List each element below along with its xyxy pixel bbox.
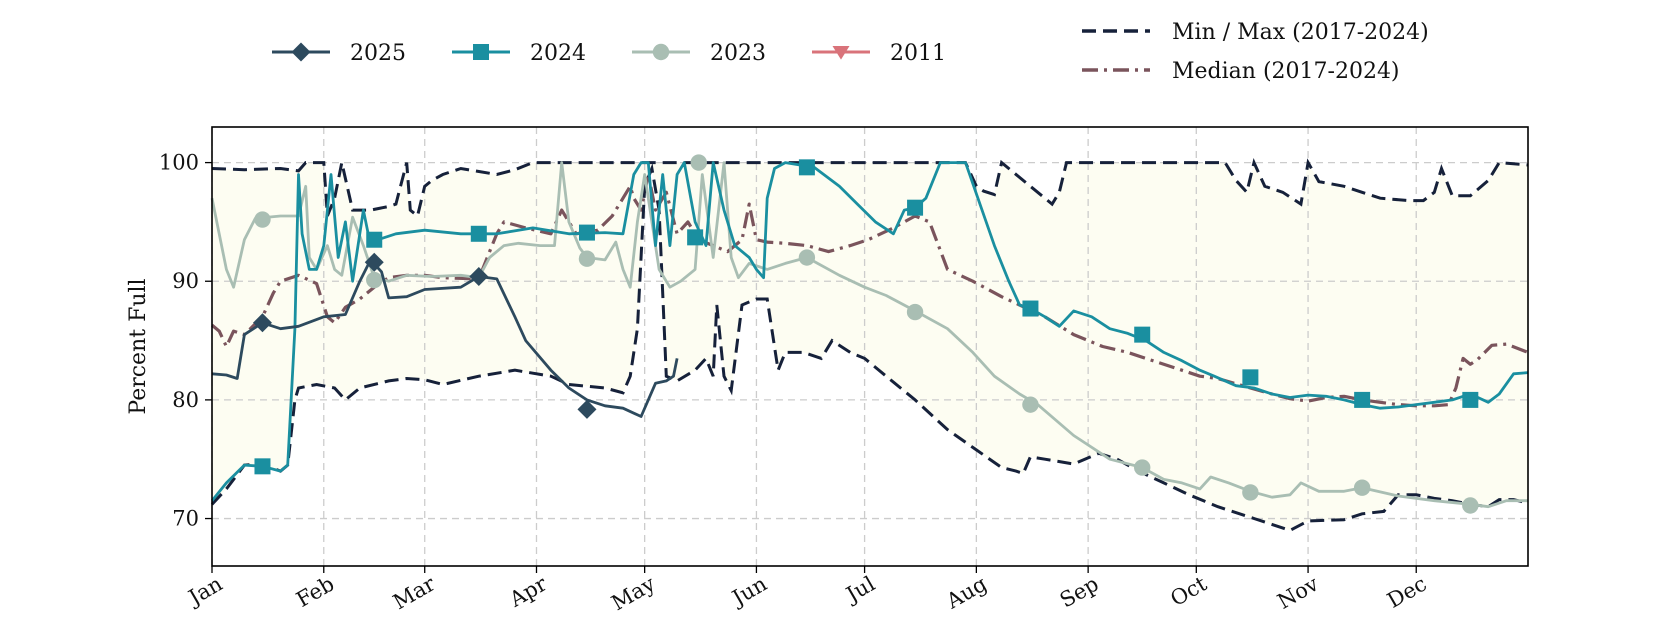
legend-label-2025: 2025 (350, 41, 406, 66)
data-point-2024-2 (470, 225, 487, 242)
plot-frame (211, 126, 1529, 567)
legend-label-2024: 2024 (530, 41, 586, 66)
y-tick-label-90: 90 (172, 269, 199, 293)
data-point-2024-11 (1462, 391, 1479, 408)
y-axis-title: Percent Full (126, 278, 151, 414)
legend-item-2024: 2024 (452, 41, 586, 66)
max-line (211, 158, 1529, 219)
legend-label-2011: 2011 (890, 41, 946, 66)
data-point-2023-5 (906, 303, 924, 321)
data-point-2024-0 (254, 458, 271, 475)
legend-label-2023: 2023 (710, 41, 766, 66)
series-line-2025 (211, 258, 679, 418)
legend-swatch-marker (291, 42, 311, 62)
legend-item-min-max-2017-2024: Min / Max (2017-2024) (1082, 20, 1429, 45)
data-point-2024-1 (366, 231, 383, 248)
legend-item-2011: 2011 (812, 41, 946, 66)
series-2023 (210, 154, 1528, 514)
legend-item-median-2017-2024: Median (2017-2024) (1082, 59, 1400, 84)
series-line-median-2017-2024 (210, 172, 1529, 408)
legend-label-min-max-2017-2024: Min / Max (2017-2024) (1172, 20, 1429, 45)
data-point-2024-7 (1022, 300, 1039, 317)
data-point-2023-0 (254, 211, 271, 228)
legend-swatch-marker (832, 46, 850, 60)
series-line-2023 (210, 161, 1528, 509)
legend-item-2025: 2025 (272, 41, 406, 66)
min-max-band-fill (212, 162, 1528, 531)
data-point-2024-3 (578, 224, 595, 241)
min-line (210, 163, 1529, 533)
data-point-2024-8 (1134, 326, 1151, 343)
data-point-2025-0 (252, 313, 272, 333)
y-tick-label-70: 70 (172, 507, 199, 531)
series-2024 (210, 159, 1529, 502)
data-point-2024-4 (687, 229, 704, 246)
data-point-2023-9 (1353, 479, 1371, 496)
data-point-2023-4 (798, 249, 816, 266)
y-tick-label-100: 100 (159, 151, 199, 175)
y-tick-label-80: 80 (172, 388, 199, 412)
data-point-2025-2 (469, 266, 489, 286)
data-point-2023-1 (366, 271, 383, 289)
legend: 2025 2024 2023 2011 Min / Max (2017-2024) Med… (272, 20, 1429, 84)
data-point-2025-3 (577, 399, 597, 419)
data-point-2024-9 (1242, 369, 1259, 386)
series-median-2017-2024 (210, 172, 1529, 408)
legend-swatch-marker (652, 43, 670, 61)
legend-label-median-2017-2024: Median (2017-2024) (1172, 59, 1400, 84)
data-point-2024-6 (907, 199, 924, 216)
series-min-max-2017-2024 (210, 158, 1529, 533)
series-line-2024 (210, 161, 1529, 502)
data-point-2023-7 (1134, 459, 1151, 476)
data-point-2023-10 (1462, 497, 1479, 514)
data-point-2023-3 (690, 154, 707, 171)
series-2025 (211, 252, 679, 419)
data-point-2024-5 (798, 159, 815, 176)
data-point-2025-1 (364, 252, 384, 272)
data-point-2023-6 (1022, 396, 1039, 413)
data-point-2023-2 (578, 250, 596, 267)
data-point-2024-10 (1354, 391, 1371, 408)
legend-item-2023: 2023 (632, 41, 766, 66)
data-point-2023-8 (1242, 484, 1259, 501)
legend-swatch-marker (473, 44, 489, 60)
